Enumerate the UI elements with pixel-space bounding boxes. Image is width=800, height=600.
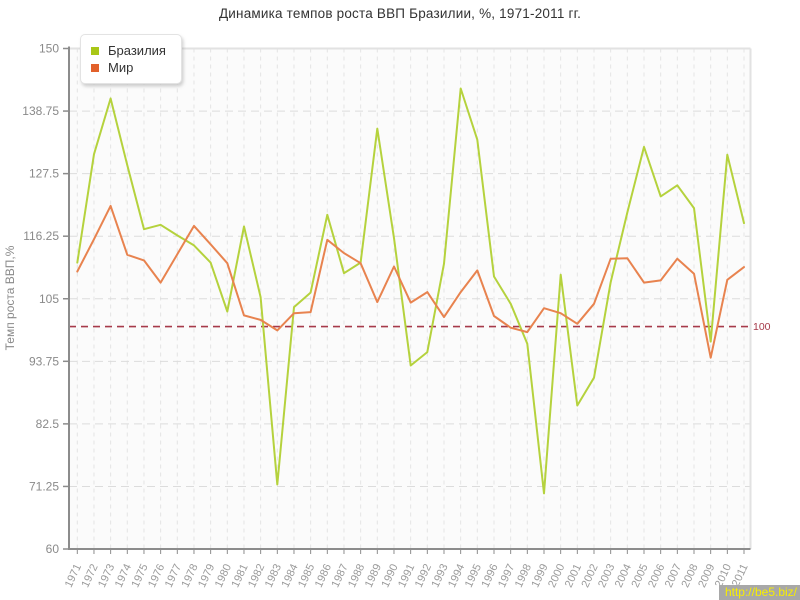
y-tick-label: 138.75 bbox=[22, 104, 59, 118]
y-tick-label: 127.5 bbox=[29, 167, 59, 181]
legend-box: Бразилия Мир bbox=[80, 34, 182, 84]
legend-item-world[interactable]: Мир bbox=[91, 59, 166, 76]
y-axis-title: Темп роста ВВП,% bbox=[3, 245, 17, 350]
legend-label-brazil: Бразилия bbox=[108, 43, 166, 58]
series-line-world bbox=[76, 204, 745, 359]
y-tick-label: 82.5 bbox=[36, 417, 60, 431]
y-tick-label: 60 bbox=[46, 542, 60, 556]
chart-title: Динамика темпов роста ВВП Бразилии, %, 1… bbox=[218, 6, 582, 21]
y-tick-label: 116.25 bbox=[23, 229, 59, 243]
world-series-swatch-icon bbox=[91, 63, 99, 72]
y-tick-label: 71.25 bbox=[29, 479, 59, 493]
y-tick-label: 105 bbox=[39, 292, 59, 306]
watermark-link[interactable]: http://be5.biz/ bbox=[718, 585, 800, 600]
y-tick-label: 150 bbox=[39, 42, 59, 56]
reference-line-label: 100 bbox=[753, 321, 771, 333]
y-tick-label: 93.75 bbox=[29, 354, 59, 368]
brazil-series-swatch-icon bbox=[91, 46, 99, 55]
legend-item-brazil[interactable]: Бразилия bbox=[91, 42, 166, 59]
legend-label-world: Мир bbox=[108, 60, 134, 75]
series-line-brazil bbox=[76, 87, 745, 495]
